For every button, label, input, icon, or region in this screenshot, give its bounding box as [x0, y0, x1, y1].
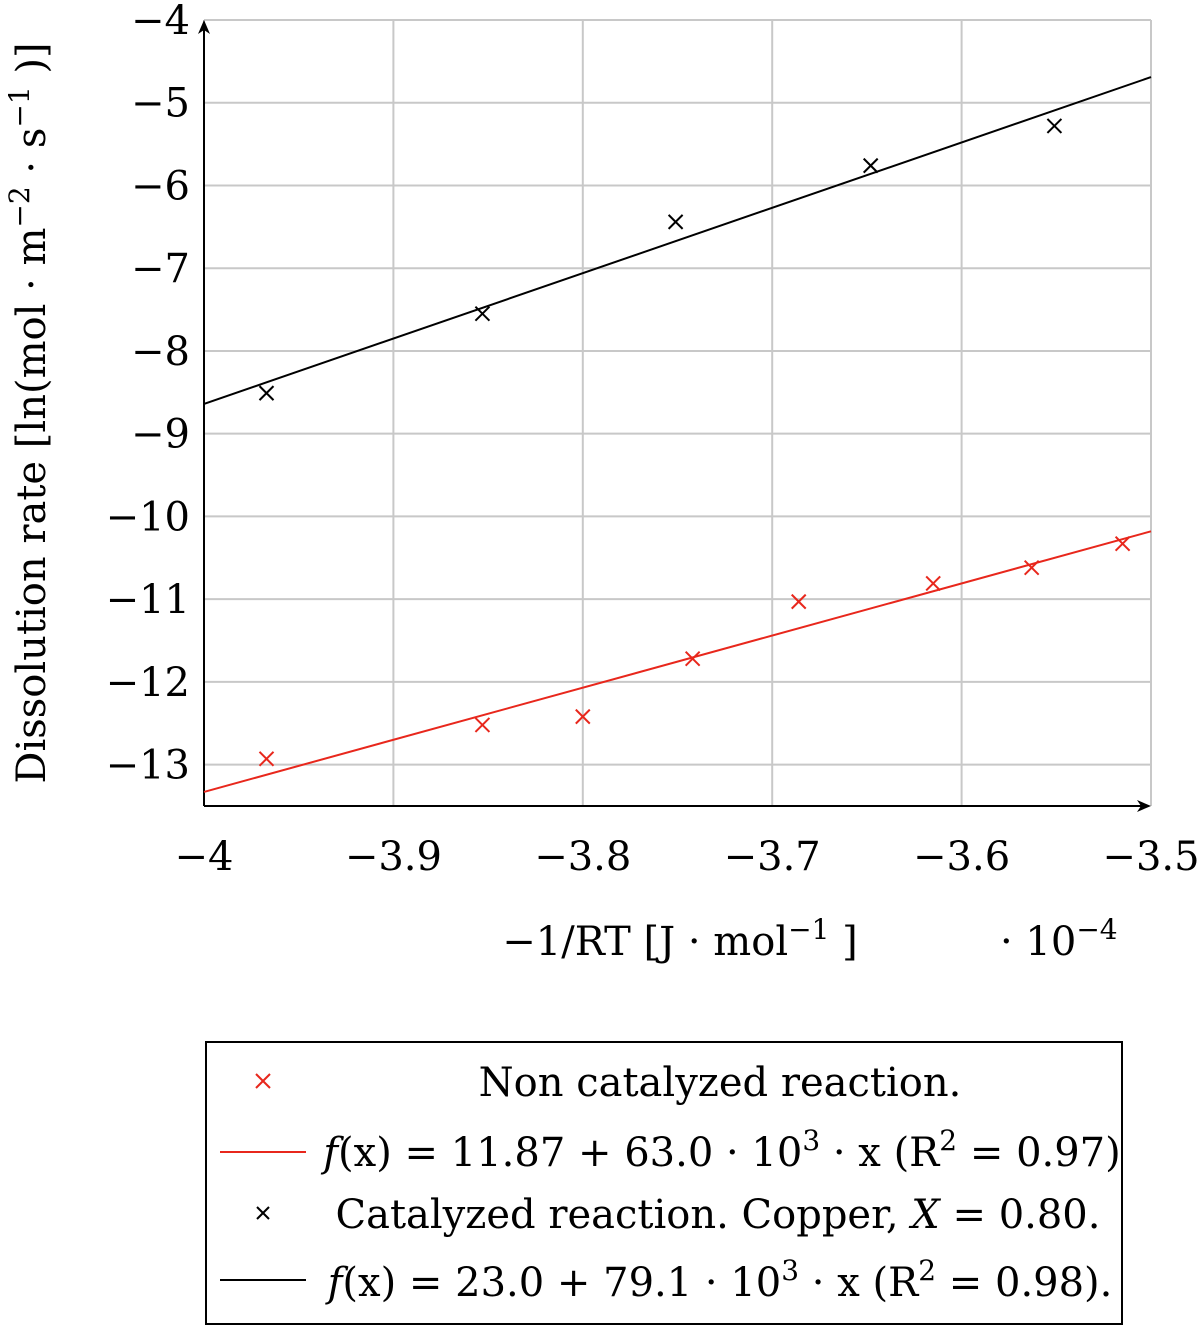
fit-line-series-1	[203, 530, 1152, 793]
y-tick-label: −13	[106, 743, 190, 789]
axes	[198, 20, 1151, 812]
data-point-series-0	[925, 575, 941, 592]
y-tick-label: −8	[131, 329, 190, 375]
legend-entry-catalyzed: Catalyzed reaction. Copper, X = 0.80.	[256, 1192, 1101, 1238]
legend-label-fit-red: f(x) = 11.87 + 63.0 · 103 · x (R2 = 0.97…	[320, 1124, 1121, 1176]
grid	[203, 19, 1152, 806]
y-tick-label: −9	[131, 412, 190, 458]
x-axis-multiplier: · 10−4	[1000, 913, 1118, 965]
series-layer	[203, 76, 1152, 793]
x-tick-label: −3.9	[345, 834, 442, 880]
data-point-series-0	[1114, 536, 1131, 552]
data-point-series-0	[258, 751, 275, 767]
legend-entry-fit-black: f(x) = 23.0 + 79.1 · 103 · x (R2 = 0.98)…	[220, 1254, 1112, 1306]
y-tick-label: −10	[106, 494, 190, 540]
x-tick-label: −3.8	[534, 834, 631, 880]
legend-label-fit-black: f(x) = 23.0 + 79.1 · 103 · x (R2 = 0.98)…	[325, 1254, 1113, 1306]
data-point-series-2	[1046, 118, 1063, 134]
y-tick-label: −12	[106, 660, 190, 706]
x-tick-labels: −4 −3.9 −3.8 −3.7 −3.6 −3.5	[175, 834, 1200, 880]
y-tick-label: −7	[131, 246, 190, 292]
y-tick-label: −11	[106, 577, 190, 623]
legend-marker-black-x	[256, 1206, 270, 1220]
x-axis-arrow	[1137, 800, 1151, 812]
y-tick-label: −4	[131, 0, 190, 44]
y-axis-label: Dissolution rate [ln(mol · m−2 · s−1 )]	[3, 42, 55, 783]
y-tick-label: −6	[131, 163, 190, 209]
legend-entry-fit-red: f(x) = 11.87 + 63.0 · 103 · x (R2 = 0.97…	[220, 1124, 1121, 1176]
legend-entry-non-catalyzed: Non catalyzed reaction.	[255, 1060, 962, 1106]
legend-label-catalyzed: Catalyzed reaction. Copper, X = 0.80.	[336, 1192, 1101, 1238]
x-tick-label: −3.5	[1102, 834, 1199, 880]
data-point-series-0	[474, 717, 491, 733]
data-point-series-0	[575, 708, 591, 725]
x-tick-label: −4	[175, 834, 234, 880]
y-tick-label: −5	[131, 81, 190, 127]
data-point-series-0	[684, 651, 701, 667]
legend-marker-red-x	[255, 1073, 271, 1089]
x-tick-label: −3.6	[913, 834, 1010, 880]
fit-line-series-3	[203, 76, 1152, 405]
x-axis-label: −1/RT [J · mol−1 ]	[502, 913, 857, 965]
y-axis-arrow	[198, 20, 210, 34]
legend-label-non-catalyzed: Non catalyzed reaction.	[479, 1060, 962, 1106]
data-point-series-2	[258, 385, 275, 401]
y-tick-labels: −13 −12 −11 −10 −9 −8 −7 −6 −5 −4	[106, 0, 190, 789]
legend: Non catalyzed reaction. f(x) = 11.87 + 6…	[205, 1041, 1123, 1325]
x-tick-label: −3.7	[724, 834, 821, 880]
data-point-series-0	[791, 593, 807, 610]
data-point-series-2	[667, 214, 684, 230]
legend-box	[205, 1041, 1123, 1325]
data-point-series-2	[862, 157, 879, 174]
